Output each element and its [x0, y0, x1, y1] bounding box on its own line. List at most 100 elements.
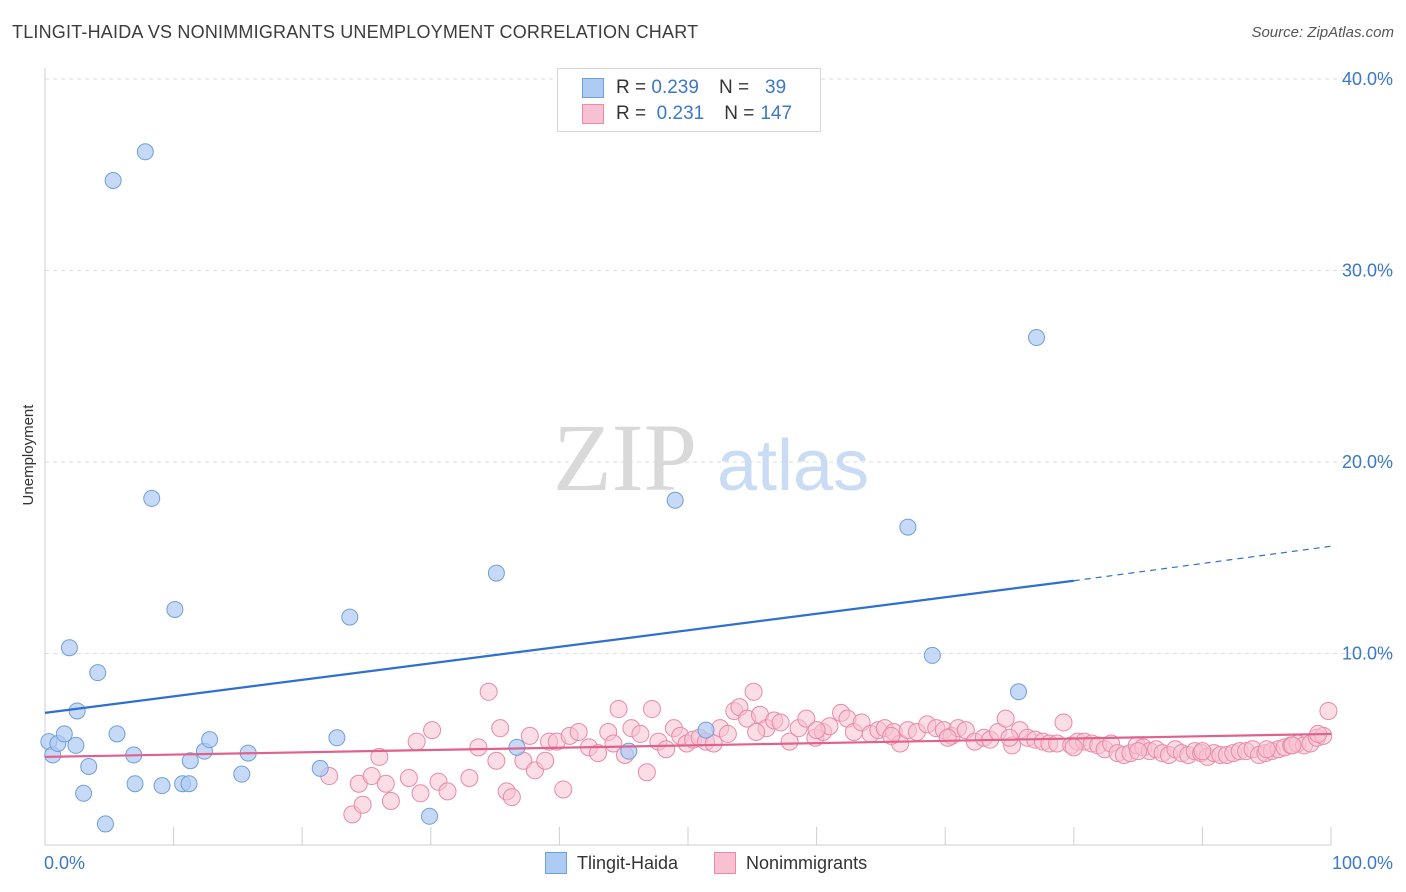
point-nonimmigrants	[411, 784, 430, 803]
point-nonimmigrants	[938, 728, 957, 747]
point-nonimmigrants	[536, 751, 555, 770]
axes	[44, 68, 1332, 846]
point-nonimmigrants	[362, 767, 381, 786]
trend-line-tlingit-haida-extension	[1073, 545, 1332, 582]
point-nonimmigrants	[487, 751, 506, 770]
point-tlingit-haida	[341, 608, 359, 626]
trend-lines	[44, 545, 1332, 759]
point-tlingit-haida	[166, 600, 184, 618]
point-nonimmigrants	[423, 721, 442, 740]
point-nonimmigrants	[718, 724, 737, 743]
tick-labels: 10.0% 20.0% 30.0% 40.0% 0.0% 100.0%	[44, 69, 1393, 873]
legend-swatch-nonimmigrants	[582, 104, 604, 124]
point-tlingit-haida	[1010, 683, 1028, 701]
point-tlingit-haida	[67, 736, 85, 754]
point-tlingit-haida	[666, 491, 684, 509]
point-nonimmigrants	[588, 744, 607, 763]
legend: R = 0.239 N = 39 R = 0.231 N = 147	[557, 68, 821, 132]
point-nonimmigrants	[657, 740, 676, 759]
point-nonimmigrants	[996, 709, 1015, 728]
point-nonimmigrants	[1193, 742, 1212, 761]
legend-row-nonimmigrants: R = 0.231 N = 147	[582, 102, 792, 126]
point-tlingit-haida	[181, 752, 199, 770]
point-nonimmigrants	[370, 747, 389, 766]
point-nonimmigrants	[631, 724, 650, 743]
point-nonimmigrants	[491, 719, 510, 738]
y-tick-label: 40.0%	[1342, 69, 1393, 89]
series-tlingit-haida-points	[40, 143, 1046, 833]
point-nonimmigrants	[1257, 740, 1276, 759]
point-nonimmigrants	[569, 723, 588, 742]
point-nonimmigrants	[399, 768, 418, 787]
point-tlingit-haida	[75, 784, 93, 802]
point-nonimmigrants	[407, 732, 426, 751]
legend-n-label: N =	[718, 77, 750, 98]
legend-swatch-tlingit-haida	[582, 78, 604, 98]
point-nonimmigrants	[460, 768, 479, 787]
point-tlingit-haida	[143, 489, 161, 507]
trend-line-tlingit-haida	[44, 579, 1074, 714]
point-tlingit-haida	[108, 725, 126, 743]
point-nonimmigrants	[353, 795, 372, 814]
point-nonimmigrants	[609, 700, 628, 719]
point-tlingit-haida	[68, 702, 86, 720]
point-nonimmigrants	[438, 782, 457, 801]
bottom-legend-item-tlingit-haida: Tlingit-Haida	[545, 852, 678, 874]
point-tlingit-haida	[328, 729, 346, 747]
legend-r-value-tlingit-haida: 0.239	[651, 77, 699, 98]
trend-line-nonimmigrants	[44, 732, 1332, 759]
point-nonimmigrants	[637, 763, 656, 782]
bottom-legend: Tlingit-Haida Nonimmigrants	[545, 852, 903, 874]
point-tlingit-haida	[80, 757, 98, 775]
legend-r-label: R =	[616, 77, 647, 98]
point-nonimmigrants	[381, 791, 400, 810]
point-tlingit-haida	[55, 725, 73, 743]
point-nonimmigrants	[642, 700, 661, 719]
point-tlingit-haida	[136, 143, 154, 161]
point-tlingit-haida	[487, 564, 505, 582]
y-tick-label: 30.0%	[1342, 261, 1393, 281]
point-nonimmigrants	[554, 780, 573, 799]
bottom-legend-swatch-nonimmigrants	[714, 852, 737, 874]
point-nonimmigrants	[1064, 738, 1083, 757]
point-nonimmigrants	[1283, 736, 1302, 755]
point-nonimmigrants	[479, 682, 498, 701]
point-tlingit-haida	[201, 731, 219, 749]
y-tick-label: 10.0%	[1342, 644, 1393, 664]
x-tick-label: 100.0%	[1332, 853, 1393, 873]
x-tick-label: 0.0%	[44, 853, 85, 873]
point-nonimmigrants	[1319, 701, 1338, 720]
y-tick-label: 20.0%	[1342, 452, 1393, 472]
point-tlingit-haida	[60, 639, 78, 657]
bottom-legend-label-tlingit-haida: Tlingit-Haida	[577, 852, 679, 873]
point-tlingit-haida	[1028, 329, 1046, 347]
legend-row-tlingit-haida: R = 0.239 N = 39	[582, 76, 786, 100]
legend-r-value-nonimmigrants: 0.231	[656, 103, 705, 124]
point-nonimmigrants	[744, 682, 763, 701]
point-tlingit-haida	[89, 664, 107, 682]
legend-n-value-tlingit-haida: 39	[765, 77, 787, 98]
point-nonimmigrants	[882, 726, 901, 745]
point-tlingit-haida	[126, 775, 144, 793]
point-tlingit-haida	[153, 777, 171, 795]
point-nonimmigrants	[376, 774, 395, 793]
legend-r-label: R =	[616, 103, 647, 124]
watermark-atlas: atlas	[717, 426, 869, 506]
point-tlingit-haida	[923, 646, 941, 664]
point-nonimmigrants	[1054, 713, 1073, 732]
legend-n-label: N =	[724, 103, 755, 124]
point-tlingit-haida	[899, 518, 917, 536]
point-tlingit-haida	[180, 775, 198, 793]
point-tlingit-haida	[697, 721, 715, 739]
point-nonimmigrants	[807, 721, 826, 740]
source-label: Source: ZipAtlas.com	[1251, 24, 1394, 41]
point-nonimmigrants	[771, 713, 790, 732]
point-nonimmigrants	[780, 732, 799, 751]
point-tlingit-haida	[104, 171, 122, 189]
point-nonimmigrants	[704, 734, 723, 753]
point-tlingit-haida	[311, 759, 329, 777]
point-nonimmigrants	[747, 723, 766, 742]
legend-n-value-nonimmigrants: 147	[760, 103, 793, 124]
point-nonimmigrants	[502, 788, 521, 807]
